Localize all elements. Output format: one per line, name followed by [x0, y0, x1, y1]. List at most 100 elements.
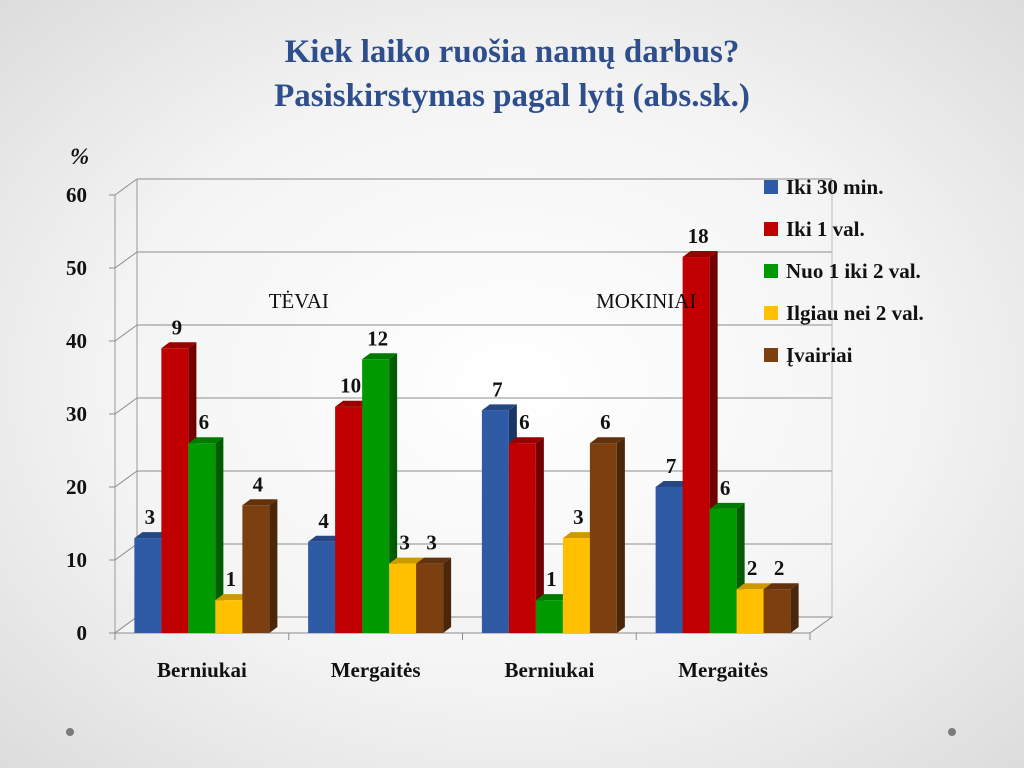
legend-swatch — [764, 264, 778, 278]
bar-top — [508, 437, 544, 444]
data-label: 1 — [226, 567, 237, 591]
bar-side — [790, 583, 799, 633]
x-tick-label: Berniukai — [504, 658, 594, 682]
legend-label: Įvairiai — [786, 342, 853, 367]
data-label: 2 — [774, 556, 785, 580]
bar-top — [535, 594, 571, 601]
data-label: 3 — [399, 531, 410, 555]
bar — [242, 505, 270, 633]
legend-swatch — [764, 222, 778, 236]
legend-label: Iki 1 val. — [786, 216, 865, 241]
bar — [736, 589, 764, 633]
legend-label: Ilgiau nei 2 val. — [786, 300, 924, 325]
data-label: 6 — [199, 410, 210, 434]
bar — [188, 443, 216, 633]
bar-top — [736, 583, 772, 590]
bar — [562, 538, 590, 633]
x-tick-label: Mergaitės — [678, 658, 768, 682]
bar-top — [763, 583, 799, 590]
data-label: 7 — [666, 454, 677, 478]
bar — [134, 538, 162, 633]
gridline-diagonal — [114, 178, 138, 196]
data-label: 10 — [340, 374, 361, 398]
gridline-diagonal — [114, 324, 138, 342]
bar — [682, 257, 710, 633]
data-label: 6 — [720, 476, 731, 500]
slide-corner-dot-left — [66, 728, 74, 736]
bar-top — [362, 353, 398, 360]
group-label: TĖVAI — [269, 289, 329, 313]
y-tick-label: 0 — [77, 621, 88, 645]
bar-top — [709, 502, 745, 509]
data-label: 18 — [688, 224, 709, 248]
data-label: 3 — [145, 505, 156, 529]
bar — [416, 563, 444, 633]
bar-top — [215, 594, 251, 601]
bar — [389, 563, 417, 633]
bar — [161, 348, 189, 633]
y-axis-label: % — [70, 144, 89, 169]
x-tick-label: Berniukai — [157, 658, 247, 682]
bar — [308, 541, 336, 633]
data-label: 1 — [546, 567, 557, 591]
y-tick-label: 60 — [66, 183, 87, 207]
y-tick-label: 30 — [66, 402, 87, 426]
legend-item: Ilgiau nei 2 val. — [764, 292, 924, 334]
data-label: 6 — [519, 410, 530, 434]
bar-top — [188, 437, 224, 444]
y-tick-label: 10 — [66, 548, 87, 572]
y-tick-label: 40 — [66, 329, 87, 353]
data-label: 4 — [253, 472, 264, 496]
chart-title-line1: Kiek laiko ruošia namų darbus? — [284, 34, 740, 70]
bar-side — [269, 499, 278, 633]
gridline-diagonal — [114, 397, 138, 415]
legend-item: Iki 1 val. — [764, 208, 924, 250]
bar-top — [481, 404, 517, 411]
legend-item: Įvairiai — [764, 334, 924, 376]
bar — [362, 359, 390, 633]
bar-top — [242, 499, 278, 506]
gridline-diagonal — [114, 251, 138, 269]
gridline-diagonal — [114, 470, 138, 488]
bar-top — [416, 557, 452, 564]
data-label: 12 — [367, 326, 388, 350]
bar-top — [589, 437, 625, 444]
bar-side — [215, 437, 224, 633]
bar-top — [134, 532, 170, 539]
bar — [589, 443, 617, 633]
legend-item: Iki 30 min. — [764, 166, 924, 208]
bar-top — [389, 557, 425, 564]
bar — [215, 600, 243, 633]
chart-title-line2: Pasiskirstymas pagal lytį (abs.sk.) — [274, 78, 750, 114]
bar — [709, 508, 737, 633]
y-tick-label: 50 — [66, 256, 87, 280]
bar-top — [655, 481, 691, 487]
bar-side — [443, 557, 452, 633]
bar-top — [682, 251, 718, 258]
bar — [655, 487, 683, 633]
bar-top — [308, 535, 344, 542]
legend-label: Iki 30 min. — [786, 174, 884, 199]
bar-top — [562, 532, 598, 539]
bar-side — [616, 437, 625, 633]
bar-side — [535, 437, 544, 633]
group-label: MOKINIAI — [596, 289, 696, 313]
chart-legend: Iki 30 min. Iki 1 val. Nuo 1 iki 2 val. Ilg… — [764, 166, 924, 376]
bar-top — [335, 400, 371, 407]
chart-title: Kiek laiko ruošia namų darbus? Pasiskirs… — [0, 30, 1024, 118]
data-label: 9 — [172, 315, 183, 339]
data-label: 7 — [492, 377, 503, 401]
data-label: 3 — [426, 531, 437, 555]
data-label: 3 — [573, 505, 584, 529]
bar — [535, 600, 563, 633]
data-label: 6 — [600, 410, 611, 434]
bar — [763, 589, 791, 633]
legend-item: Nuo 1 iki 2 val. — [764, 250, 924, 292]
bar — [481, 410, 509, 633]
legend-swatch — [764, 306, 778, 320]
x-tick-label: Mergaitės — [331, 658, 421, 682]
gridline-diagonal — [114, 543, 138, 561]
bar — [335, 406, 363, 633]
y-tick-label: 20 — [66, 475, 87, 499]
